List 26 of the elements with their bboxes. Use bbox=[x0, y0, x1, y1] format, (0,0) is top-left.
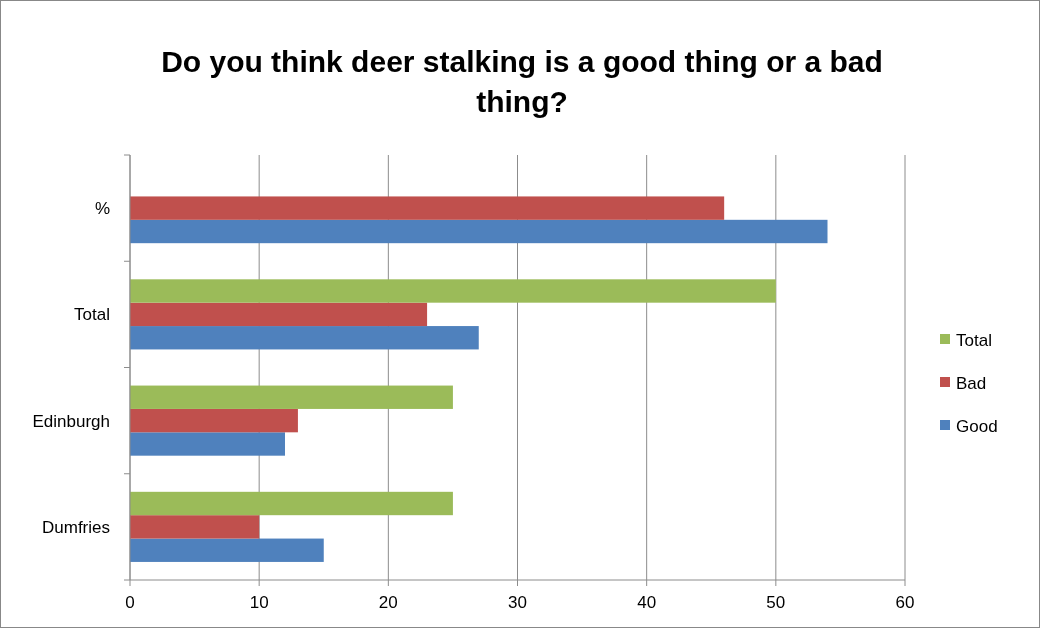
bar bbox=[130, 538, 324, 562]
bar bbox=[130, 219, 828, 244]
bar bbox=[130, 302, 428, 327]
legend-label: Good bbox=[956, 417, 998, 436]
x-tick-label: 40 bbox=[637, 593, 657, 612]
chart-title: Do you think deer stalking is a good thing or a bad thing? bbox=[161, 45, 883, 118]
x-tick-label: 0 bbox=[125, 593, 135, 612]
y-tick-label: Total bbox=[74, 305, 110, 325]
bar bbox=[130, 326, 479, 350]
x-tick-label: 30 bbox=[508, 593, 527, 612]
y-tick-label: % bbox=[94, 199, 110, 219]
bar bbox=[130, 491, 453, 516]
y-tick-label: Edinburgh bbox=[32, 411, 110, 431]
bar bbox=[130, 515, 260, 539]
y-tick-label: Dumfries bbox=[41, 517, 110, 537]
bar bbox=[130, 279, 776, 303]
x-tick-label: 20 bbox=[378, 593, 398, 612]
bar bbox=[130, 196, 725, 220]
bar bbox=[130, 432, 285, 456]
bar bbox=[130, 408, 298, 433]
bar bbox=[130, 385, 453, 409]
x-tick-label: 60 bbox=[895, 593, 915, 612]
legend-label: Bad bbox=[956, 374, 987, 393]
x-tick-label: 10 bbox=[249, 593, 269, 612]
x-tick-label: 50 bbox=[766, 593, 786, 612]
legend-label: Total bbox=[956, 331, 992, 350]
